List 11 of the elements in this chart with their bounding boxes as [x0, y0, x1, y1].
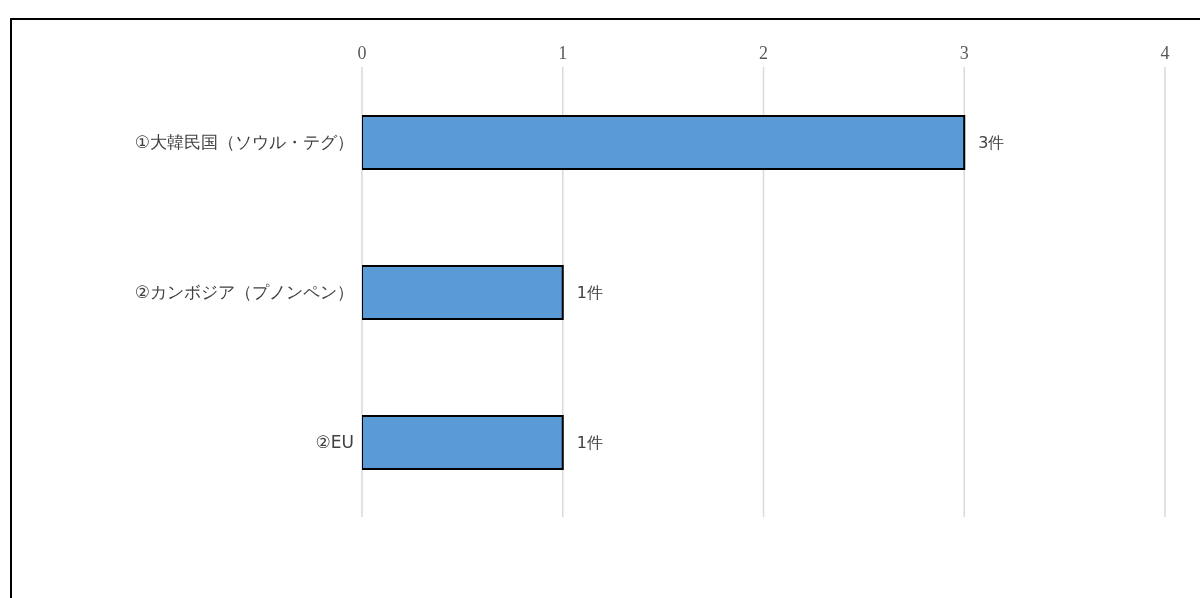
y-tick-label: ①大韓民国（ソウル・テグ）: [134, 132, 354, 153]
x-tick-label: 1: [558, 43, 568, 63]
data-label: 3件: [978, 133, 1005, 152]
y-tick-label: ②カンボジア（プノンペン）: [134, 282, 354, 303]
x-tick-label: 3: [959, 43, 969, 63]
y-tick-label: ②EU: [315, 432, 354, 453]
x-tick-label: 2: [759, 43, 768, 63]
x-tick-label: 4: [1160, 43, 1170, 63]
data-label: 1件: [576, 283, 603, 302]
x-tick-label: 0: [357, 43, 367, 63]
data-label: 1件: [576, 433, 603, 452]
